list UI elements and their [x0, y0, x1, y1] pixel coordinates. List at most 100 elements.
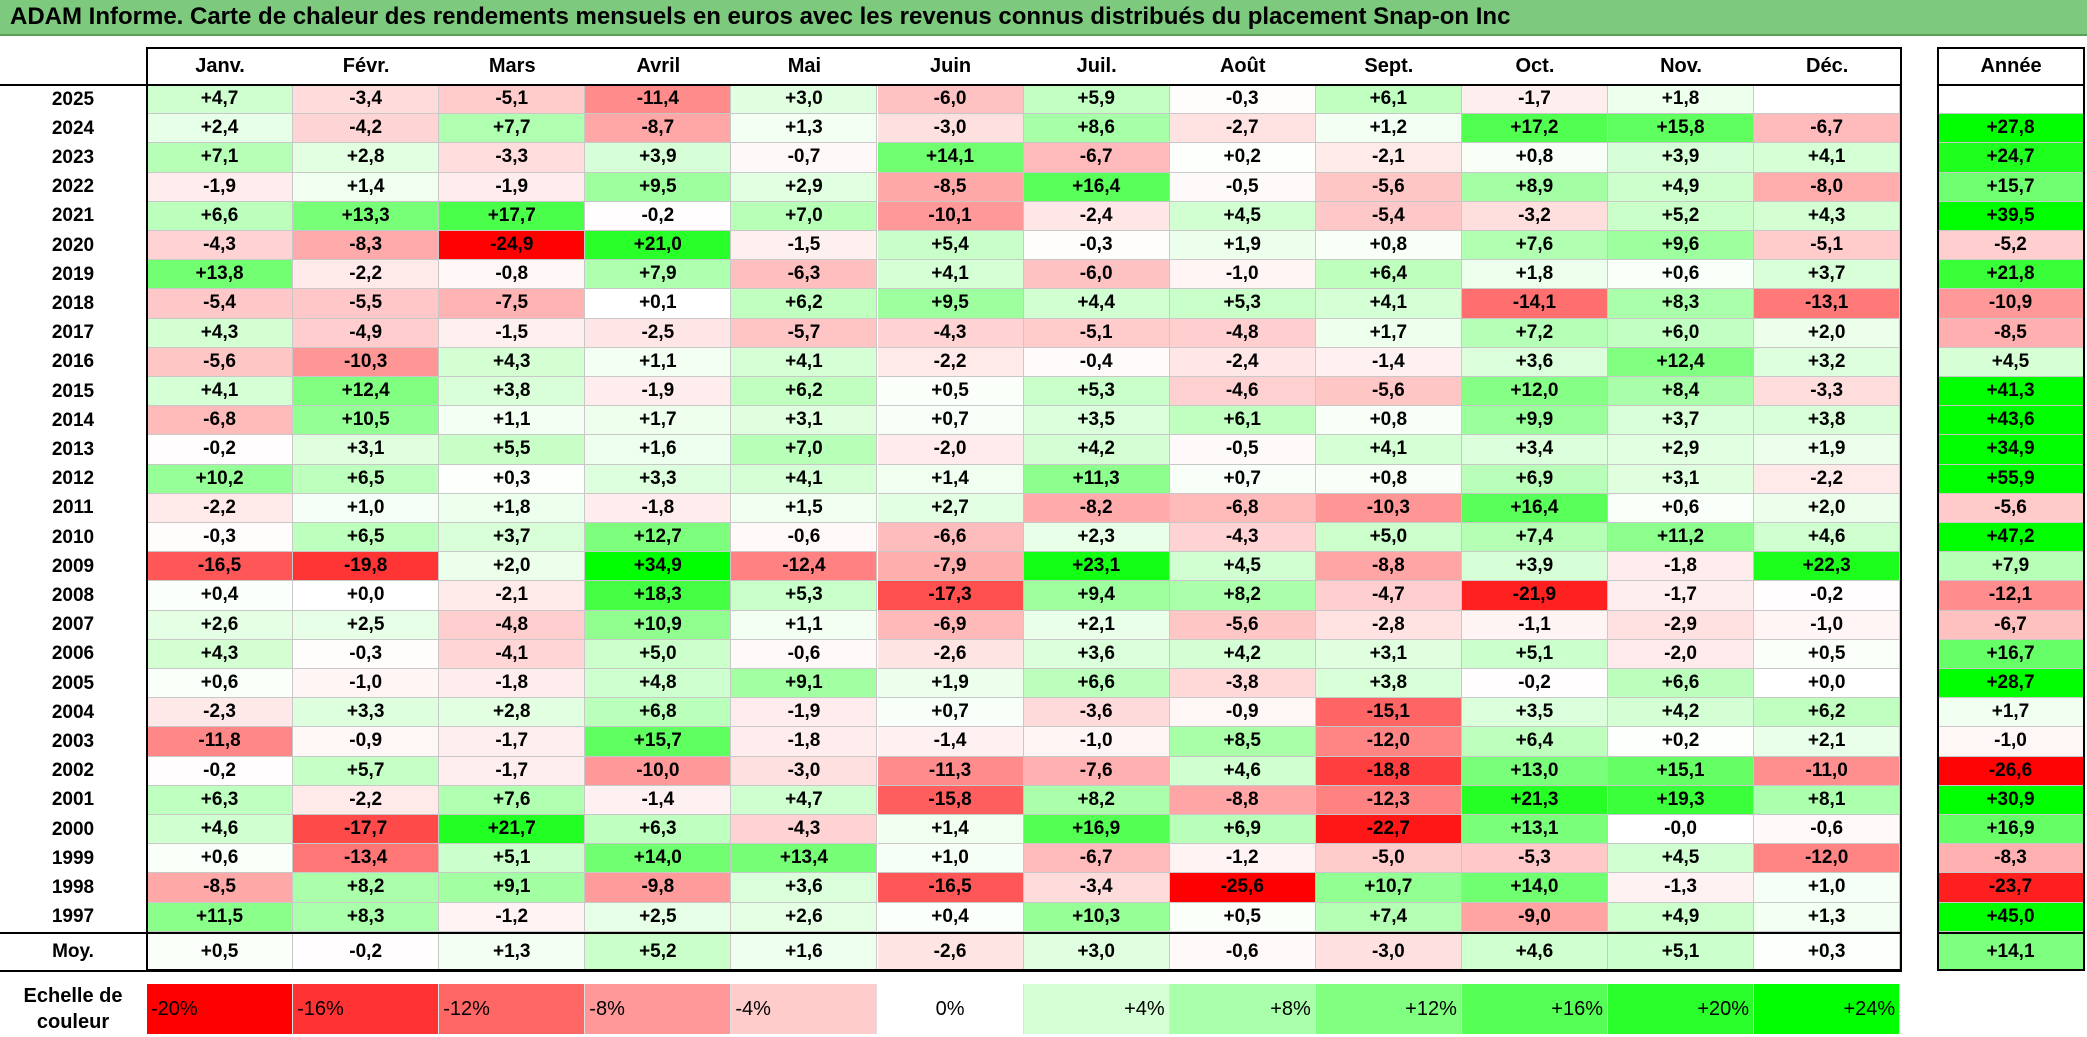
color-scale-step: -8%	[585, 984, 732, 1034]
heatmap-cell: -22,7	[1315, 815, 1462, 845]
heatmap-cell: -18,8	[1315, 756, 1462, 786]
heatmap-cell: +3,0	[731, 85, 878, 115]
year-label: 2008	[51, 584, 95, 606]
heatmap-cell: +1,5	[731, 493, 878, 523]
heatmap-cell: +4,6	[147, 815, 294, 845]
heatmap-cell: +10,3	[1023, 902, 1170, 932]
month-header-3: Mars	[488, 55, 536, 77]
annual-cell: -5,2	[1938, 231, 2084, 261]
heatmap-cell: +6,1	[1169, 406, 1316, 436]
annual-cell: -5,6	[1938, 493, 2084, 523]
heatmap-cell: +10,9	[585, 610, 732, 640]
heatmap-cell: +3,1	[1315, 639, 1462, 669]
heatmap-cell: +3,7	[1608, 406, 1755, 436]
annual-cell: +7,9	[1938, 552, 2084, 582]
heatmap-cell: -0,3	[1023, 231, 1170, 261]
month-header-11: Nov.	[1660, 55, 1702, 77]
heatmap-cell: +2,6	[731, 902, 878, 932]
heatmap-cell: +12,4	[1608, 347, 1755, 377]
heatmap-cell: +5,0	[585, 639, 732, 669]
annual-cell: +1,7	[1938, 698, 2084, 728]
heatmap-cell: -1,4	[877, 727, 1024, 757]
heatmap-cell: -6,8	[147, 406, 294, 436]
heatmap-cell: +1,9	[877, 669, 1024, 699]
heatmap-cell: +1,9	[1169, 231, 1316, 261]
heatmap-cell: -1,0	[1754, 610, 1901, 640]
heatmap-cell: -0,6	[731, 639, 878, 669]
heatmap-cell: -5,6	[1169, 610, 1316, 640]
heatmap-cell: -4,3	[731, 815, 878, 845]
heatmap-cell: +3,6	[1461, 347, 1608, 377]
annual-cell: +15,7	[1938, 172, 2084, 202]
heatmap-cell: -6,0	[1023, 260, 1170, 290]
annual-cell: -6,7	[1938, 610, 2084, 640]
heatmap-cell: -4,9	[293, 318, 440, 348]
heatmap-cell: -0,2	[147, 435, 294, 465]
heatmap-cell: -1,7	[1461, 85, 1608, 115]
heatmap-cell: +2,4	[147, 114, 294, 144]
heatmap-cell: -5,1	[1023, 318, 1170, 348]
heatmap-cell: +17,7	[439, 201, 586, 231]
annual-cell: -23,7	[1938, 873, 2084, 903]
heatmap-cell: +12,4	[293, 377, 440, 407]
heatmap-cell: -0,0	[1608, 815, 1755, 845]
annual-cell: +16,9	[1938, 815, 2084, 845]
color-scale-step: -4%	[731, 984, 878, 1034]
heatmap-cell: -5,5	[293, 289, 440, 319]
average-cell: +5,2	[585, 934, 732, 970]
heatmap-cell: -11,0	[1754, 756, 1901, 786]
heatmap-cell: +2,1	[1023, 610, 1170, 640]
heatmap-cell: +4,1	[147, 377, 294, 407]
heatmap-cell: +5,1	[1461, 639, 1608, 669]
heatmap-cell: +15,8	[1608, 114, 1755, 144]
heatmap-cell: +0,8	[1315, 406, 1462, 436]
heatmap-cell: +1,4	[877, 464, 1024, 494]
annual-cell: +41,3	[1938, 377, 2084, 407]
heatmap-cell: +0,3	[439, 464, 586, 494]
year-label: 2011	[52, 497, 94, 519]
heatmap-cell: +8,3	[1608, 289, 1755, 319]
heatmap-cell: +9,6	[1608, 231, 1755, 261]
heatmap-cell: -1,0	[1169, 260, 1316, 290]
heatmap-cell: +16,4	[1461, 493, 1608, 523]
heatmap-cell: -0,6	[731, 523, 878, 553]
heatmap-cell: +3,8	[1754, 406, 1901, 436]
heatmap-cell: +3,9	[1461, 552, 1608, 582]
heatmap-cell: -11,4	[585, 85, 732, 115]
heatmap-cell: +5,1	[439, 844, 586, 874]
average-cell: +0,5	[147, 934, 294, 970]
heatmap-cell: +3,4	[1461, 435, 1608, 465]
heatmap-cell: +1,4	[293, 172, 440, 202]
heatmap-cell: -8,3	[293, 231, 440, 261]
heatmap-cell: -0,8	[439, 260, 586, 290]
year-label: 2017	[51, 322, 95, 344]
heatmap-cell: +1,7	[585, 406, 732, 436]
heatmap-cell: -2,0	[1608, 639, 1755, 669]
heatmap-cell: -0,9	[293, 727, 440, 757]
heatmap-cell: +4,5	[1169, 201, 1316, 231]
heatmap-cell: +16,4	[1023, 172, 1170, 202]
heatmap-cell: -17,7	[293, 815, 440, 845]
color-scale-step: 0%	[877, 984, 1024, 1034]
heatmap-cell: -8,5	[147, 873, 294, 903]
month-header-12: Déc.	[1806, 55, 1849, 77]
heatmap-cell: -3,4	[1023, 873, 1170, 903]
heatmap-cell: +1,0	[1754, 873, 1901, 903]
heatmap-cell: -8,8	[1169, 785, 1316, 815]
year-label: 2024	[51, 117, 95, 139]
heatmap-cell: +13,1	[1461, 815, 1608, 845]
heatmap-cell: -2,2	[877, 347, 1024, 377]
year-label: 1999	[51, 847, 95, 869]
heatmap-cell: -4,6	[1169, 377, 1316, 407]
annual-cell: +47,2	[1938, 523, 2084, 553]
heatmap-cell: +4,5	[1608, 844, 1755, 874]
heatmap-cell: -6,8	[1169, 493, 1316, 523]
heatmap-cell: -5,1	[439, 85, 586, 115]
heatmap-cell: +5,3	[1169, 289, 1316, 319]
heatmap-cell: -2,9	[1608, 610, 1755, 640]
heatmap-cell: +0,6	[147, 844, 294, 874]
heatmap-cell: +2,9	[1608, 435, 1755, 465]
color-scale-step: +12%	[1315, 984, 1462, 1034]
year-label: 2018	[51, 292, 95, 314]
heatmap-cell: +5,4	[877, 231, 1024, 261]
